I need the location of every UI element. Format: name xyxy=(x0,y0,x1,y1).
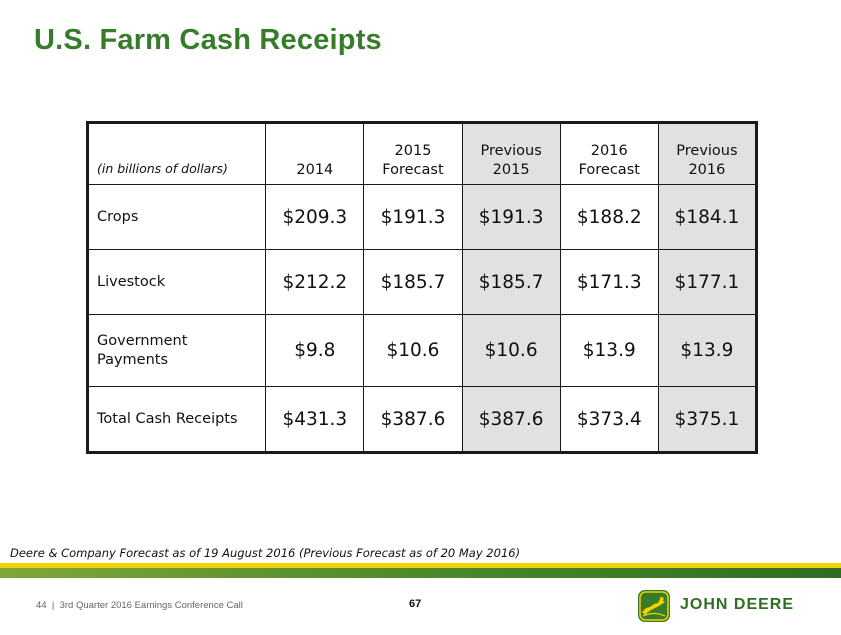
table-cell: $209.3 xyxy=(265,184,365,250)
row-label-line: Payments xyxy=(97,351,169,368)
slide-number: 44 xyxy=(36,600,47,611)
table-cell: $191.3 xyxy=(363,184,463,250)
unit-label: (in billions of dollars) xyxy=(86,122,267,185)
column-header: 2016 Forecast xyxy=(559,122,659,185)
table-cell: $184.1 xyxy=(657,184,758,250)
forecast-footnote: Deere & Company Forecast as of 19 August… xyxy=(10,546,521,560)
table-cell: $13.9 xyxy=(559,314,659,387)
table-row: Crops $209.3 $191.3 $191.3 $188.2 $184.1 xyxy=(86,184,758,250)
table-cell: $188.2 xyxy=(559,184,659,250)
column-header: 2015 Forecast xyxy=(363,122,463,185)
row-label: Government Payments xyxy=(86,314,267,387)
footer-caption: 44 | 3rd Quarter 2016 Earnings Conferenc… xyxy=(36,600,243,611)
column-header-line: 2016 xyxy=(590,143,628,159)
table-cell: $10.6 xyxy=(363,314,463,387)
table-cell: $185.7 xyxy=(363,249,463,315)
table-cell: $387.6 xyxy=(363,386,463,453)
column-header: Previous 2015 xyxy=(461,122,561,185)
column-header-line: Forecast xyxy=(578,162,640,178)
column-header-line: 2016 xyxy=(688,162,726,178)
table-cell: $431.3 xyxy=(265,386,365,453)
column-header-line: 2014 xyxy=(296,162,334,178)
table-row: Livestock $212.2 $185.7 $185.7 $171.3 $1… xyxy=(86,249,758,315)
table-cell: $212.2 xyxy=(265,249,365,315)
footer-stripe-yellow xyxy=(0,563,841,568)
column-header-line: Forecast xyxy=(382,162,444,178)
page-title: U.S. Farm Cash Receipts xyxy=(34,24,382,56)
column-header-line: 2015 xyxy=(394,143,432,159)
column-header-line: Previous xyxy=(480,143,542,159)
table-cell: $387.6 xyxy=(461,386,561,453)
footer-stripe-green xyxy=(0,568,841,578)
table-cell: $9.8 xyxy=(265,314,365,387)
row-label-line: Government xyxy=(97,332,188,349)
table-cell: $375.1 xyxy=(657,386,758,453)
table-header-row: (in billions of dollars) 2014 2015 Forec… xyxy=(86,122,758,185)
column-header: 2014 xyxy=(265,122,365,185)
leaping-deer-icon xyxy=(638,590,670,622)
cash-receipts-table: (in billions of dollars) 2014 2015 Forec… xyxy=(86,121,758,454)
row-label: Total Cash Receipts xyxy=(86,386,267,453)
column-header-line: 2015 xyxy=(492,162,530,178)
table-cell: $373.4 xyxy=(559,386,659,453)
row-label: Crops xyxy=(86,184,267,250)
table-cell: $191.3 xyxy=(461,184,561,250)
row-label: Livestock xyxy=(86,249,267,315)
table-cell: $13.9 xyxy=(657,314,758,387)
table-cell: $177.1 xyxy=(657,249,758,315)
table-cell: $10.6 xyxy=(461,314,561,387)
footer-separator: | xyxy=(51,600,55,611)
column-header-line: Previous xyxy=(676,143,738,159)
column-header: Previous 2016 xyxy=(657,122,758,185)
table-cell: $171.3 xyxy=(559,249,659,315)
table-row-total: Total Cash Receipts $431.3 $387.6 $387.6… xyxy=(86,386,758,453)
table-row: Government Payments $9.8 $10.6 $10.6 $13… xyxy=(86,314,758,387)
event-name: 3rd Quarter 2016 Earnings Conference Cal… xyxy=(59,600,243,611)
page-number: 67 xyxy=(409,598,422,610)
table-cell: $185.7 xyxy=(461,249,561,315)
brand-wordmark: JOHN DEERE xyxy=(680,596,795,613)
